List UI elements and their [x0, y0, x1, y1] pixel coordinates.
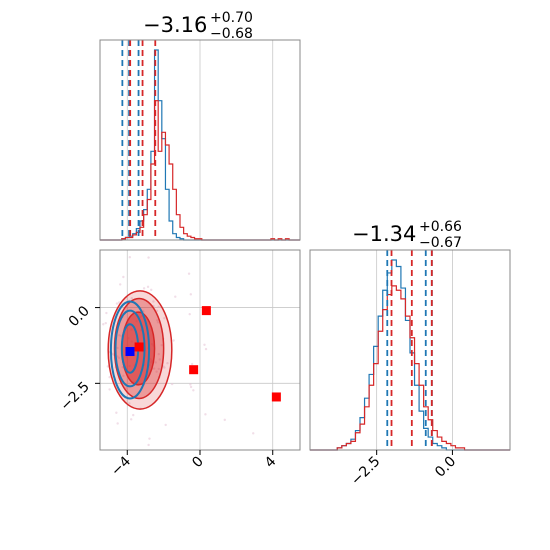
scatter-point [204, 347, 208, 351]
scatter-point [203, 343, 206, 346]
marker-square-red [201, 306, 211, 316]
title-x2-upper: +0.66 [419, 219, 462, 235]
scatter-point [148, 437, 151, 440]
marginal-x2-frame [309, 249, 511, 451]
marker-square-red [134, 342, 144, 352]
scatter-point [163, 366, 166, 369]
scatter-point [188, 312, 191, 316]
scatter-point [106, 365, 110, 368]
scatter-point [172, 339, 175, 342]
contour-blue [114, 309, 146, 388]
title-x2-main: −1.34 [352, 222, 416, 246]
scatter-point [152, 300, 155, 303]
contour-blue [109, 300, 151, 400]
y-tick-label: 0.0 [66, 303, 93, 330]
scatter-point [154, 361, 157, 364]
x1-tick-label: −4 [108, 453, 134, 479]
scatter-point [157, 305, 160, 308]
title-x1-lower: −0.68 [210, 26, 253, 42]
scatter-point [174, 295, 177, 298]
scatter-point [128, 402, 131, 405]
scatter-point [157, 352, 160, 356]
scatter-point [166, 362, 169, 365]
scatter-point [147, 256, 150, 259]
scatter-point [117, 301, 121, 304]
scatter-point [189, 385, 193, 389]
marginal-x1-frame [99, 39, 301, 241]
scatter-point [158, 358, 161, 361]
scatter-point [170, 382, 174, 386]
scatter-point [160, 343, 163, 347]
joint-panel [99, 249, 301, 451]
scatter-point [108, 375, 111, 379]
marginal-x2-panel [309, 249, 511, 451]
scatter-point [115, 302, 119, 305]
scatter-point [142, 287, 146, 290]
scatter-point [128, 255, 132, 259]
scatter-point [147, 443, 150, 447]
marginal-x1-panel [99, 39, 301, 241]
scatter-point [122, 374, 125, 378]
scatter-point [152, 367, 156, 370]
scatter-point [204, 413, 207, 416]
title-x2: −1.34 +0.66 −0.67 [352, 219, 462, 251]
x1-tick-label: 0 [189, 454, 207, 472]
scatter-point [157, 367, 160, 371]
scatter-point [187, 272, 191, 275]
scatter-point [190, 362, 194, 366]
scatter-point [122, 275, 125, 279]
scatter-point [192, 389, 195, 392]
scatter-point [119, 283, 122, 286]
marker-square-red [271, 392, 281, 402]
title-x1: −3.16 +0.70 −0.68 [143, 10, 253, 42]
scatter-point [223, 418, 226, 422]
scatter-point [164, 423, 167, 427]
scatter-point [116, 422, 119, 425]
title-x1-main: −3.16 [143, 13, 207, 37]
x2-tick-label: −2.5 [348, 454, 383, 489]
histogram-red [310, 285, 510, 451]
scatter-point [150, 288, 153, 292]
scatter-point [115, 411, 118, 414]
scatter-point [132, 413, 135, 417]
scatter-point [252, 432, 255, 435]
x1-tick-label: 4 [262, 453, 280, 471]
scatter-point [156, 321, 160, 324]
scatter-point [155, 319, 159, 322]
marker-square-red [189, 365, 199, 375]
scatter-point [105, 311, 108, 315]
scatter-point [116, 346, 119, 350]
scatter-point [189, 383, 192, 386]
x2-tick-label: 0.0 [432, 454, 459, 481]
scatter-point [146, 285, 150, 289]
y-tick-label: −2.5 [57, 379, 92, 414]
title-x2-lower: −0.67 [419, 235, 462, 251]
scatter-point [104, 321, 107, 325]
scatter-point [102, 323, 105, 326]
marker-square-blue [125, 347, 135, 357]
scatter-point [125, 386, 128, 390]
histogram-blue [310, 259, 510, 451]
scatter-point [108, 388, 111, 391]
scatter-point [118, 334, 121, 337]
title-x1-upper: +0.70 [210, 10, 253, 26]
scatter-point [163, 316, 166, 320]
scatter-point [189, 293, 193, 296]
scatter-point [130, 418, 133, 421]
scatter-point [155, 370, 158, 373]
scatter-point [117, 356, 121, 360]
scatter-point [130, 297, 134, 300]
